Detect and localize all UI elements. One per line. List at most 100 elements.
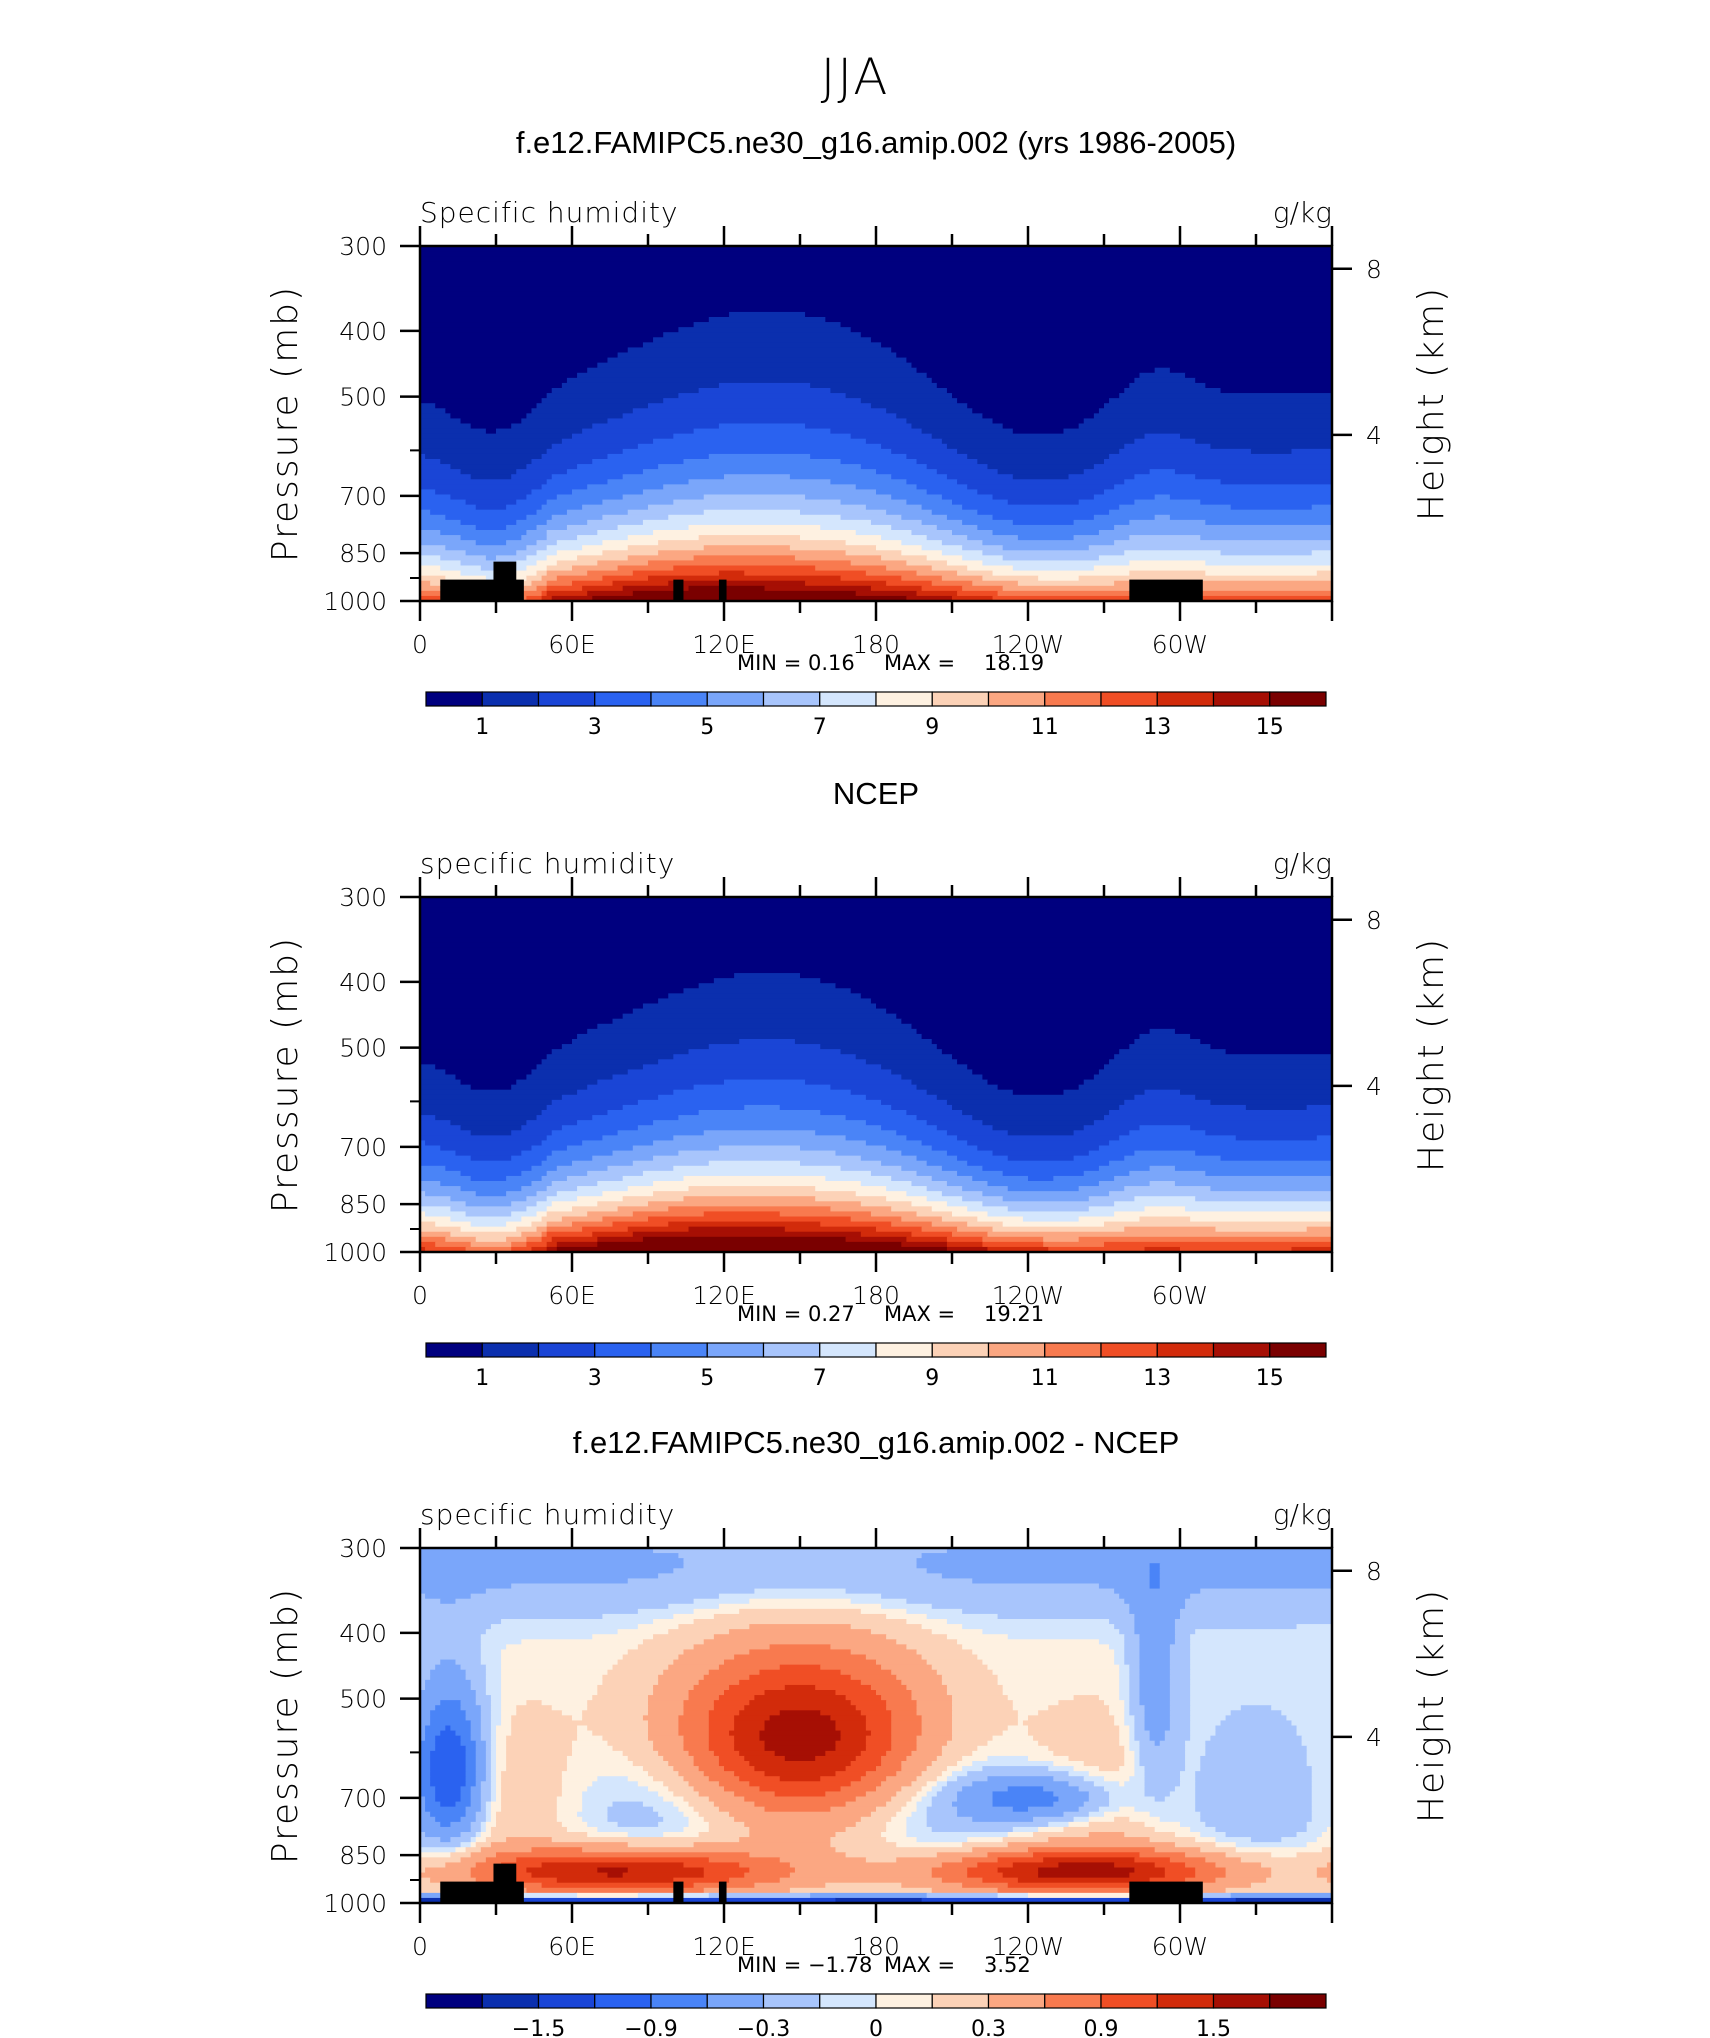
colorbar-swatch [425,691,483,707]
x-tick-label: 0 [412,1281,428,1310]
colorbar-swatch [594,1342,652,1358]
units-label: g/kg [1273,196,1332,229]
units-label: g/kg [1273,847,1332,880]
x-tick-label: 120W [992,630,1064,659]
colorbar-swatch [481,1993,540,2009]
colorbar-swatch [1269,1993,1327,2009]
max-label: MAX = [884,651,955,675]
colorbar-swatch [1044,1342,1102,1358]
colorbar-swatch [875,1993,933,2009]
min-value: 0.16 [808,651,855,675]
colorbar-label: 0.9 [1084,2017,1119,2038]
x-tick-label: 60E [548,630,596,659]
y-tick-label: 300 [339,1534,387,1563]
colorbar-swatch [1156,691,1215,707]
colorbar-swatch [1212,1993,1271,2009]
panel-2: NCEP specific humidity g/kg 0 60E 120E 180 120W… [265,776,1452,1391]
x-tick-label: 60W [1152,1932,1209,1961]
colorbar-swatch [1212,691,1271,707]
colorbar-swatch [537,1993,596,2009]
y-axis-title: Pressure (mb) [265,285,306,562]
max-label: MAX = [884,1302,955,1326]
y-tick-label: 850 [339,539,387,568]
colorbar-label: 15 [1256,715,1284,740]
x-tick-label: 0 [412,1932,428,1961]
min-max-info: MIN = −1.78 MAX = 3.52 [737,1953,1031,1977]
y-tick-label: 850 [339,1841,387,1870]
colorbar-swatch [762,691,821,707]
colorbar-swatch [594,1993,652,2009]
heatmap-field [420,897,1332,1252]
colorbar-label: 1.5 [1196,2017,1231,2038]
colorbar-swatch [987,1993,1046,2009]
y-axis-title: Pressure (mb) [265,1587,306,1864]
colorbar-swatch [425,1342,483,1358]
topography-mask [673,579,684,601]
colorbar-swatch [819,1342,877,1358]
colorbar-swatch [1212,1342,1271,1358]
y-axis-title: Pressure (mb) [265,936,306,1213]
max-value: 19.21 [984,1302,1044,1326]
colorbar-label: 3 [588,1366,602,1391]
y-tick-label: 700 [339,482,387,511]
y-tick-label: 500 [339,1034,387,1063]
panel-1: f.e12.FAMIPC5.ne30_g16.amip.002 (yrs 198… [265,125,1452,740]
colorbar-swatch [987,691,1046,707]
y-axis-right-title: Height (km) [1411,1588,1452,1823]
colorbar-label: 13 [1143,715,1171,740]
y-tick-label: 500 [339,383,387,412]
y-tick-label: 700 [339,1784,387,1813]
colorbar-label: 7 [813,715,827,740]
colorbar-label: 9 [925,715,939,740]
colorbar-swatch [819,691,877,707]
height-tick-label: 8 [1366,906,1382,935]
height-tick-label: 4 [1366,1072,1382,1101]
height-tick-label: 8 [1366,255,1382,284]
panel-title: f.e12.FAMIPC5.ne30_g16.amip.002 (yrs 198… [516,125,1236,160]
colorbar: −1.5 −0.9 −0.3 0 0.3 0.9 1.5 [425,1993,1327,2038]
max-label: MAX = [884,1953,955,1977]
height-tick-label: 4 [1366,421,1382,450]
y-tick-label: 300 [339,883,387,912]
panel-3: f.e12.FAMIPC5.ne30_g16.amip.002 - NCEP sp… [265,1425,1452,2038]
colorbar-label: 13 [1143,1366,1171,1391]
colorbar-swatch [706,1342,765,1358]
x-tick-label: 60E [548,1281,596,1310]
colorbar-swatch [931,1342,990,1358]
min-value: 0.27 [808,1302,855,1326]
colorbar-label: 5 [700,715,714,740]
colorbar-label: −0.3 [737,2017,790,2038]
colorbar-label: −0.9 [624,2017,677,2038]
colorbar-swatch [425,1993,483,2009]
topography-mask [718,579,727,601]
x-tick-label: 120W [992,1281,1064,1310]
x-tick-label: 120W [992,1932,1064,1961]
colorbar-label: 11 [1031,1366,1059,1391]
x-tick-label: 120E [692,1932,756,1961]
colorbar-label: 11 [1031,715,1059,740]
colorbar-swatch [1044,691,1102,707]
colorbar-swatch [931,691,990,707]
colorbar-label: 7 [813,1366,827,1391]
topography-mask [673,1881,684,1903]
y-tick-label: 500 [339,1685,387,1714]
colorbar-swatch [481,691,540,707]
topography-mask [493,1863,517,1903]
height-tick-label: 4 [1366,1723,1382,1752]
colorbar-swatch [987,1342,1046,1358]
colorbar-swatch [537,1342,596,1358]
y-tick-label: 700 [339,1133,387,1162]
colorbar: 1 3 5 7 9 11 13 15 [425,1342,1327,1391]
y-tick-label: 1000 [323,587,387,616]
topography-mask [1129,1881,1203,1903]
colorbar-label: 1 [475,715,489,740]
colorbar-swatch [706,1993,765,2009]
y-tick-label: 300 [339,232,387,261]
variable-label: specific humidity [420,847,675,880]
variable-label: Specific humidity [420,196,679,229]
colorbar-label: −1.5 [512,2017,565,2038]
colorbar-swatch [706,691,765,707]
panel-title: NCEP [833,776,919,811]
colorbar-swatch [650,1993,708,2009]
